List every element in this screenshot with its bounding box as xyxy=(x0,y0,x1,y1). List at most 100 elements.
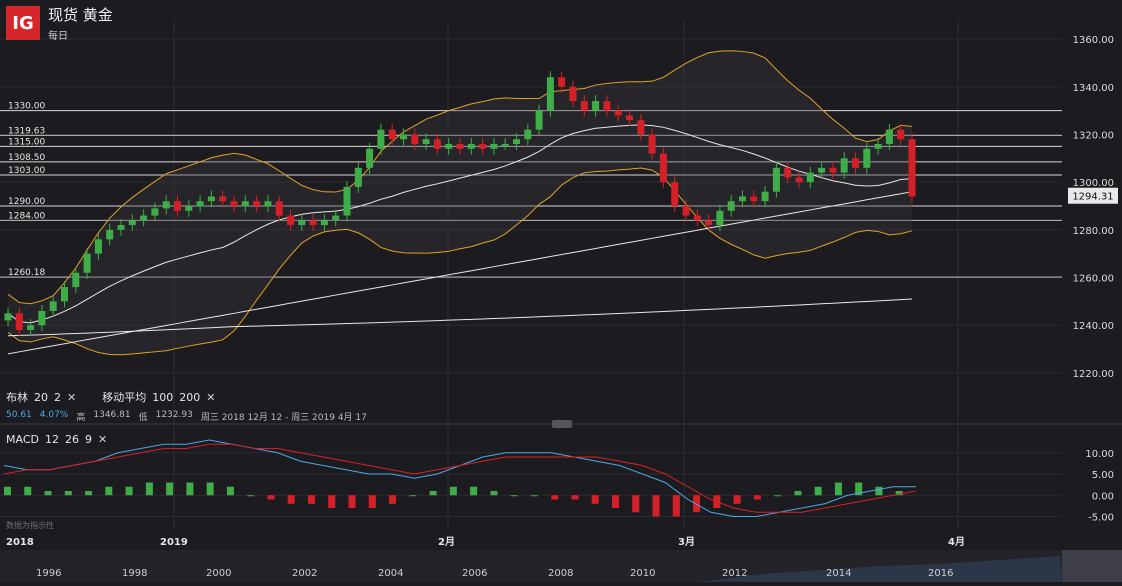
navigator-year-label: 1996 xyxy=(36,568,61,579)
candle-body xyxy=(332,215,340,221)
macd-histogram-bar xyxy=(125,486,133,496)
level-label: 1303.00 xyxy=(8,166,45,176)
level-label: 1319.63 xyxy=(8,126,45,136)
candle-body xyxy=(445,144,453,149)
candle-body xyxy=(128,220,136,226)
macd-histogram-bar xyxy=(105,486,113,496)
candle-body xyxy=(343,186,351,216)
y-tick-label: 1300.00 xyxy=(1073,178,1114,189)
macd-histogram-bar xyxy=(449,486,457,496)
candle-body xyxy=(546,77,554,111)
candle-body xyxy=(106,229,114,240)
bollinger-label[interactable]: 布林 xyxy=(6,391,28,404)
macd-close-icon[interactable]: ✕ xyxy=(97,433,108,446)
stat-change-pct: 4.07% xyxy=(39,410,69,420)
macd-histogram-bar xyxy=(389,495,397,504)
candle-body xyxy=(558,77,566,87)
candle-body xyxy=(739,196,746,202)
current-price-tag xyxy=(1068,187,1118,204)
bollinger-period: 20 xyxy=(34,390,48,404)
navigator-year-label: 2012 xyxy=(722,568,747,579)
candle-body xyxy=(151,208,159,216)
candle-body xyxy=(818,167,826,173)
macd-tick-label: -5.00 xyxy=(1088,513,1114,524)
candle-body xyxy=(479,144,487,149)
y-tick-label: 1220.00 xyxy=(1073,369,1114,380)
candle-body xyxy=(411,134,419,144)
macd-histogram-bar xyxy=(44,491,52,496)
candle-body xyxy=(626,115,633,121)
macd-histogram-bar xyxy=(368,495,376,508)
candle-body xyxy=(750,196,758,202)
macd-histogram-bar xyxy=(348,495,356,508)
macd-fast: 12 xyxy=(44,433,59,446)
chart-header: IG 现货 黄金 每日 xyxy=(6,6,113,42)
macd-histogram-bar xyxy=(895,491,903,496)
navigator-year-label: 2006 xyxy=(462,568,487,579)
candle-body xyxy=(784,167,792,178)
candle-body xyxy=(705,220,713,226)
candle-body xyxy=(535,110,543,130)
timeframe-label: 每日 xyxy=(48,31,68,42)
macd-histogram-bar xyxy=(632,495,640,513)
macd-histogram-bar xyxy=(429,491,437,496)
candle-body xyxy=(61,287,68,302)
candle-body xyxy=(580,101,588,111)
y-tick-label: 1340.00 xyxy=(1073,83,1114,94)
candle-body xyxy=(287,215,294,226)
navigator-area xyxy=(700,556,1062,582)
navigator-year-label: 2000 xyxy=(206,568,231,579)
candle-body xyxy=(275,201,283,216)
macd-histogram-bar xyxy=(186,482,194,496)
navigator-year-label: 2004 xyxy=(378,568,403,579)
macd-histogram-bar xyxy=(226,486,234,496)
macd-histogram-bar xyxy=(4,486,11,496)
candle-body xyxy=(38,310,46,326)
x-tick-label: 2019 xyxy=(160,537,188,548)
navigator-year-label: 2010 xyxy=(630,568,655,579)
candle-body xyxy=(72,272,80,288)
candle-body xyxy=(354,167,362,187)
candle-body xyxy=(671,182,679,206)
candle-body xyxy=(795,177,803,183)
candle-body xyxy=(637,120,645,135)
candle-body xyxy=(772,167,780,192)
candle-body xyxy=(592,101,600,111)
candle-body xyxy=(4,313,12,321)
level-label: 1290.00 xyxy=(8,197,45,207)
macd-histogram-bar xyxy=(591,495,599,504)
macd-tick-label: 5.00 xyxy=(1092,470,1114,481)
ma-label[interactable]: 移动平均 xyxy=(102,391,147,404)
instrument-title: 现货 黄金 xyxy=(48,6,113,24)
signal-line xyxy=(3,443,917,513)
macd-label[interactable]: MACD xyxy=(6,433,39,446)
candle-body xyxy=(94,239,102,254)
y-tick-label: 1260.00 xyxy=(1073,274,1114,285)
macd-histogram-bar xyxy=(814,486,822,496)
candle-body xyxy=(569,86,577,102)
macd-histogram-bar xyxy=(571,495,579,500)
macd-histogram-bar xyxy=(409,495,417,497)
candle-body xyxy=(840,158,848,173)
candle-body xyxy=(501,144,509,146)
candle-body xyxy=(253,201,261,206)
candle-body xyxy=(219,196,227,202)
navigator-year-label: 2016 xyxy=(928,568,953,579)
macd-histogram-bar xyxy=(470,486,478,496)
macd-histogram-bar xyxy=(328,495,336,508)
navigator-year-label: 1998 xyxy=(122,568,147,579)
bollinger-lower xyxy=(7,167,913,356)
stat-range: 周三 2018 12月 12 - 周三 2019 4月 17 xyxy=(200,413,367,423)
navigator-year-label: 2002 xyxy=(292,568,317,579)
ma-close-icon[interactable]: ✕ xyxy=(206,390,216,404)
candle-body xyxy=(614,110,622,116)
bollinger-close-icon[interactable]: ✕ xyxy=(67,390,77,404)
stat-change: 50.61 xyxy=(6,410,32,420)
candle-body xyxy=(693,215,701,221)
candle-body xyxy=(400,134,407,140)
macd-tick-label: 0.00 xyxy=(1092,491,1114,502)
candle-body xyxy=(908,139,916,197)
candle-body xyxy=(885,129,893,144)
